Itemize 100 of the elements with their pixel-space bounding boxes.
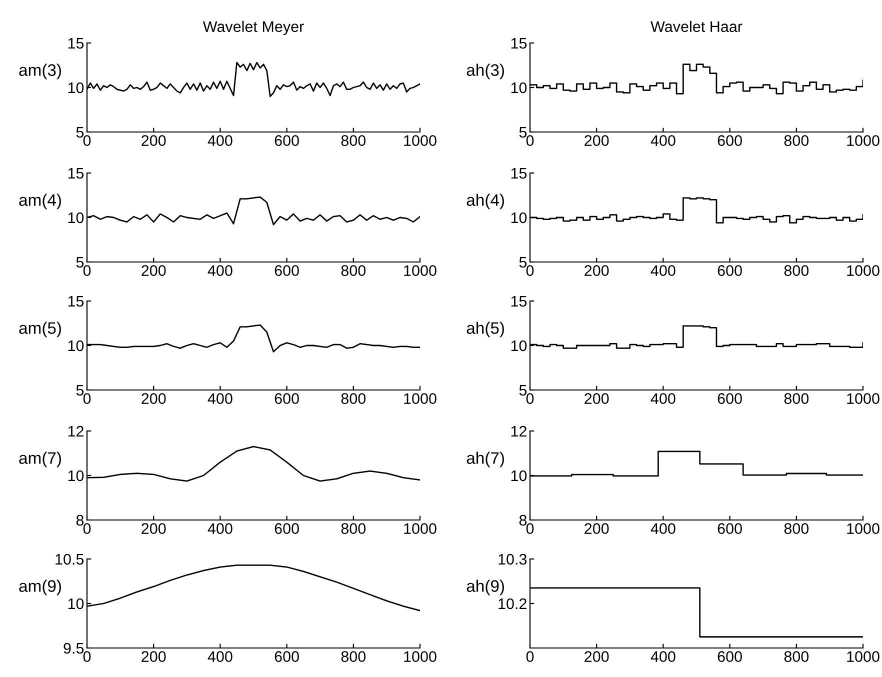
- y-tick-label: 10: [68, 82, 84, 94]
- x-tick-label: 1000: [847, 265, 880, 276]
- y-tick-label: 5: [519, 385, 527, 396]
- x-tick-label: 600: [274, 135, 299, 146]
- y-tick-label: 10.5: [56, 554, 84, 565]
- x-tick-label: 800: [784, 651, 809, 662]
- x-tick-label: 1000: [404, 393, 436, 404]
- x-tick-label: 600: [274, 265, 299, 276]
- x-tick-label: 200: [142, 651, 166, 662]
- x-tick-label: 600: [718, 265, 742, 276]
- y-axis-title: ah(7): [466, 452, 504, 468]
- y-tick-label: 15: [68, 38, 84, 49]
- y-tick-label: 10: [511, 470, 527, 482]
- x-tick-label: 0: [526, 265, 534, 276]
- x-tick-label: 0: [83, 393, 91, 404]
- x-tick-label: 1000: [847, 651, 880, 662]
- x-tick-label: 800: [784, 393, 809, 404]
- x-tick-label: 1000: [847, 135, 880, 146]
- y-tick-label: 10: [511, 340, 527, 352]
- y-tick-label: 8: [519, 514, 527, 526]
- y-axis-title: am(4): [19, 194, 61, 210]
- y-tick-label: 10: [68, 212, 84, 224]
- x-tick-label: 0: [526, 135, 534, 146]
- x-tick-label: 400: [650, 523, 676, 534]
- x-tick-label: 1000: [404, 523, 436, 534]
- x-tick-label: 800: [784, 135, 809, 146]
- y-tick-label: 8: [76, 514, 84, 526]
- x-tick-label: 800: [341, 393, 366, 404]
- y-tick-label: 10.3: [498, 554, 527, 565]
- x-tick-label: 600: [718, 393, 742, 404]
- x-tick-label: 200: [584, 393, 609, 404]
- y-tick-label: 5: [76, 385, 84, 396]
- x-tick-label: 600: [274, 651, 299, 662]
- x-tick-label: 1000: [847, 393, 880, 404]
- y-tick-label: 9.5: [64, 642, 84, 654]
- y-tick-label: 5: [519, 257, 527, 268]
- x-tick-label: 200: [584, 651, 609, 662]
- x-tick-label: 0: [83, 265, 91, 276]
- x-tick-label: 0: [526, 523, 534, 534]
- y-axis-title: am(7): [19, 452, 61, 468]
- y-axis-title: ah(4): [466, 194, 504, 210]
- y-tick-label: 10: [68, 340, 84, 352]
- x-tick-label: 200: [584, 135, 609, 146]
- x-tick-label: 1000: [404, 135, 436, 146]
- x-tick-label: 800: [341, 265, 366, 276]
- chart-title: Wavelet Haar: [650, 20, 742, 32]
- x-tick-label: 1000: [404, 651, 436, 662]
- y-tick-label: 15: [68, 296, 84, 307]
- y-tick-label: 15: [511, 168, 527, 179]
- x-tick-label: 800: [341, 135, 366, 146]
- y-tick-label: 10: [68, 470, 84, 482]
- x-tick-label: 800: [784, 265, 809, 276]
- x-tick-label: 200: [584, 523, 609, 534]
- y-tick-label: 5: [76, 257, 84, 268]
- y-tick-label: 5: [519, 127, 527, 138]
- x-tick-label: 600: [274, 523, 299, 534]
- x-tick-label: 800: [341, 523, 366, 534]
- x-tick-label: 600: [274, 393, 299, 404]
- x-tick-label: 200: [142, 523, 166, 534]
- x-tick-label: 800: [784, 523, 809, 534]
- x-tick-label: 200: [142, 135, 166, 146]
- x-tick-label: 0: [83, 523, 91, 534]
- y-axis-title: ah(3): [466, 64, 504, 80]
- x-tick-label: 400: [208, 265, 232, 276]
- x-tick-label: 200: [142, 265, 166, 276]
- x-tick-label: 200: [584, 265, 609, 276]
- y-tick-label: 10: [68, 598, 84, 610]
- x-tick-label: 400: [650, 393, 676, 404]
- x-tick-label: 400: [650, 135, 676, 146]
- x-tick-label: 400: [208, 651, 232, 662]
- chart-title: Wavelet Meyer: [202, 20, 304, 36]
- y-tick-label: 12: [511, 426, 526, 437]
- x-tick-label: 400: [650, 651, 676, 662]
- y-tick-label: 12: [68, 426, 84, 437]
- x-tick-label: 1000: [404, 265, 436, 276]
- x-tick-label: 800: [341, 651, 366, 662]
- y-tick-label: 10.2: [498, 598, 526, 610]
- y-tick-label: 15: [511, 38, 527, 49]
- x-tick-label: 0: [83, 135, 91, 146]
- x-tick-label: 400: [208, 393, 232, 404]
- y-axis-title: ah(9): [466, 580, 504, 596]
- x-tick-label: 0: [83, 651, 91, 662]
- y-axis-title: ah(5): [466, 322, 504, 338]
- x-tick-label: 600: [718, 135, 742, 146]
- x-tick-label: 0: [526, 651, 534, 662]
- x-tick-label: 400: [208, 523, 232, 534]
- y-axis-title: am(5): [19, 322, 61, 338]
- y-axis-title: am(3): [19, 64, 61, 80]
- y-tick-label: 10: [511, 212, 527, 224]
- y-tick-label: 15: [511, 296, 527, 307]
- x-tick-label: 1000: [847, 523, 880, 534]
- x-tick-label: 200: [142, 393, 166, 404]
- x-tick-label: 600: [718, 651, 742, 662]
- y-tick-label: 10: [511, 82, 527, 94]
- y-tick-label: 15: [68, 168, 84, 179]
- y-axis-title: am(9): [19, 580, 61, 596]
- x-tick-label: 400: [208, 135, 232, 146]
- x-tick-label: 600: [718, 523, 742, 534]
- x-tick-label: 400: [650, 265, 676, 276]
- y-tick-label: 5: [76, 127, 84, 138]
